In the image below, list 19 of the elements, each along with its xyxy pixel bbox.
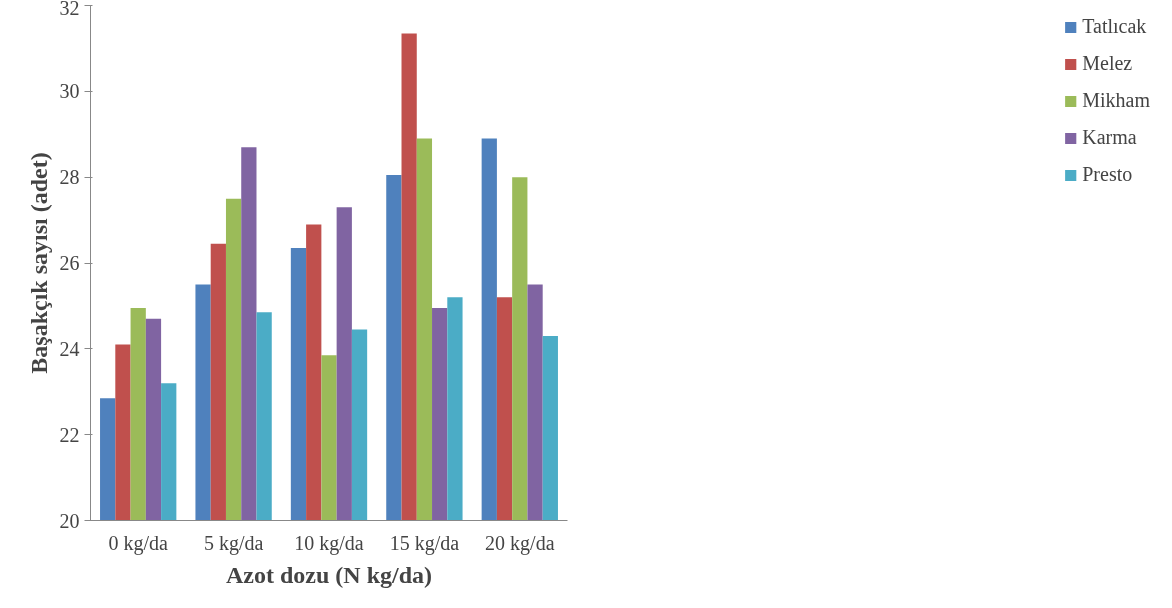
x-tick-label: 5 kg/da xyxy=(203,531,264,555)
y-axis-title: Başakçık sayısı (adet) xyxy=(25,152,52,374)
x-axis-title: Azot dozu (N kg/da) xyxy=(226,561,433,588)
y-tick-label: 26 xyxy=(59,252,80,274)
legend-label: Karma xyxy=(1082,126,1137,149)
y-tick-label: 32 xyxy=(59,0,80,19)
x-tick-label: 20 kg/da xyxy=(485,531,555,555)
x-tick-label: 15 kg/da xyxy=(389,531,460,555)
y-tick-label: 22 xyxy=(59,423,80,446)
legend-label: Melez xyxy=(1082,52,1133,75)
legend-label: Presto xyxy=(1082,163,1133,186)
legend-label: Mikham xyxy=(1082,89,1150,112)
legend-label: Tatlıcak xyxy=(1082,15,1147,38)
y-tick-label: 30 xyxy=(59,80,80,103)
y-tick-label: 20 xyxy=(59,509,80,532)
x-tick-label: 0 kg/da xyxy=(108,531,169,555)
x-tick-label: 10 kg/da xyxy=(294,531,364,555)
y-tick-label: 24 xyxy=(59,337,80,360)
y-tick-label: 28 xyxy=(59,166,80,189)
